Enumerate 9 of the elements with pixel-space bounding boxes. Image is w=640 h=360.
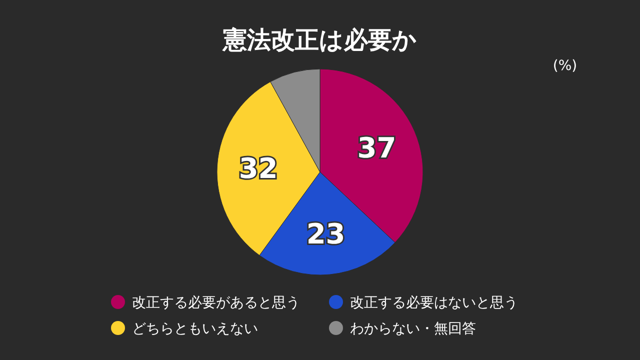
- legend-label: わからない・無回答: [350, 321, 476, 337]
- text: (%): [552, 58, 578, 74]
- chart-title: 憲法改正は必要か: [222, 26, 417, 54]
- data-label: 32: [238, 152, 278, 186]
- data-label: 23: [306, 218, 346, 251]
- legend-label: 改正する必要はないと思う: [350, 295, 518, 311]
- legend-label: 改正する必要があると思う: [132, 295, 300, 311]
- data-label: 37: [357, 131, 396, 164]
- legend-label: どちらともいえない: [132, 321, 258, 337]
